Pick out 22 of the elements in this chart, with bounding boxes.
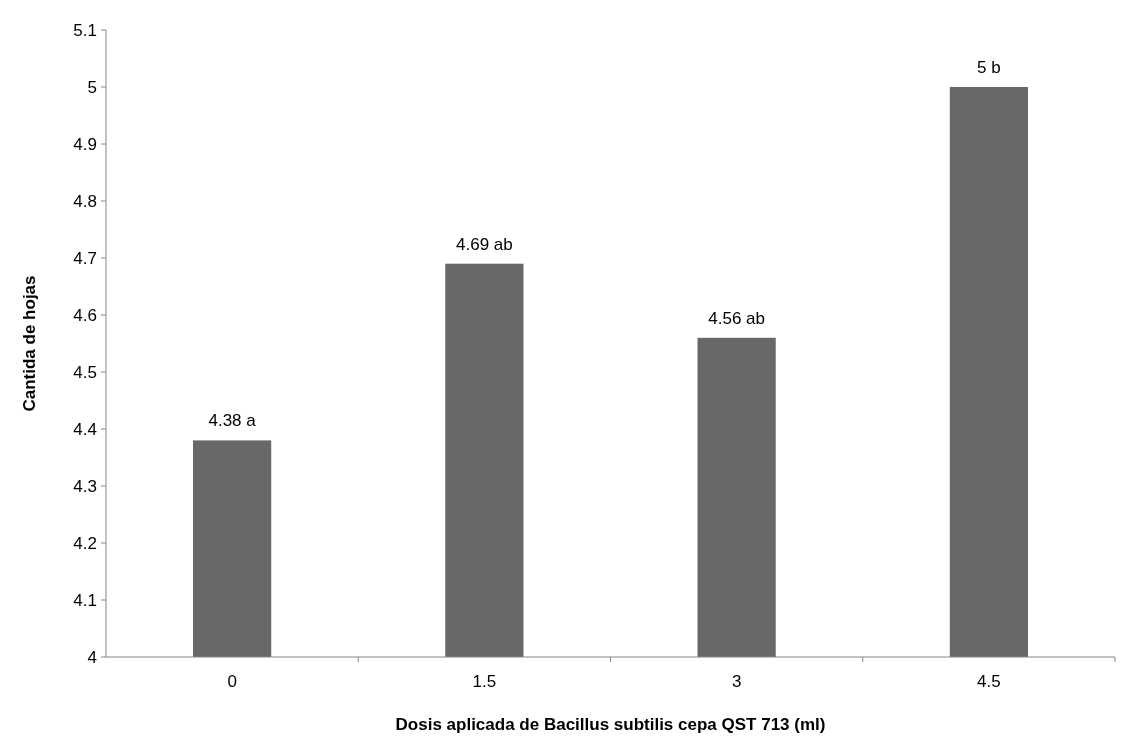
y-axis-title: Cantida de hojas: [20, 275, 39, 412]
x-tick-label: 3: [731, 672, 742, 691]
x-tick-label: 1.5: [472, 672, 497, 691]
data-label: 4.38 a: [208, 411, 257, 431]
y-tick-label: 4.2: [73, 533, 97, 553]
x-axis-title: Dosis aplicada de Bacillus subtilis cepa QST 713 (ml): [395, 715, 826, 734]
y-tick-label: 4.3: [73, 476, 97, 496]
data-label: 5 b: [977, 58, 1001, 77]
y-tick-label: 4.4: [73, 419, 97, 439]
x-tick-label: 4.5: [977, 672, 1001, 691]
y-tick-label: 4.8: [73, 191, 97, 211]
y-tick-label: 5: [87, 77, 97, 97]
data-label: 4.56 ab: [708, 308, 765, 328]
y-tick-label: 4.7: [73, 248, 97, 268]
y-tick-label: 4.5: [73, 362, 97, 382]
y-tick-label: 5.1: [73, 20, 97, 40]
y-tick-label: 4.9: [73, 134, 97, 154]
y-tick-label: 4: [87, 647, 97, 667]
y-tick-label: 4.6: [73, 305, 97, 325]
x-tick-label: 0: [227, 672, 237, 691]
data-label: 4.69 ab: [456, 234, 513, 254]
y-tick-label: 4.1: [73, 590, 97, 610]
